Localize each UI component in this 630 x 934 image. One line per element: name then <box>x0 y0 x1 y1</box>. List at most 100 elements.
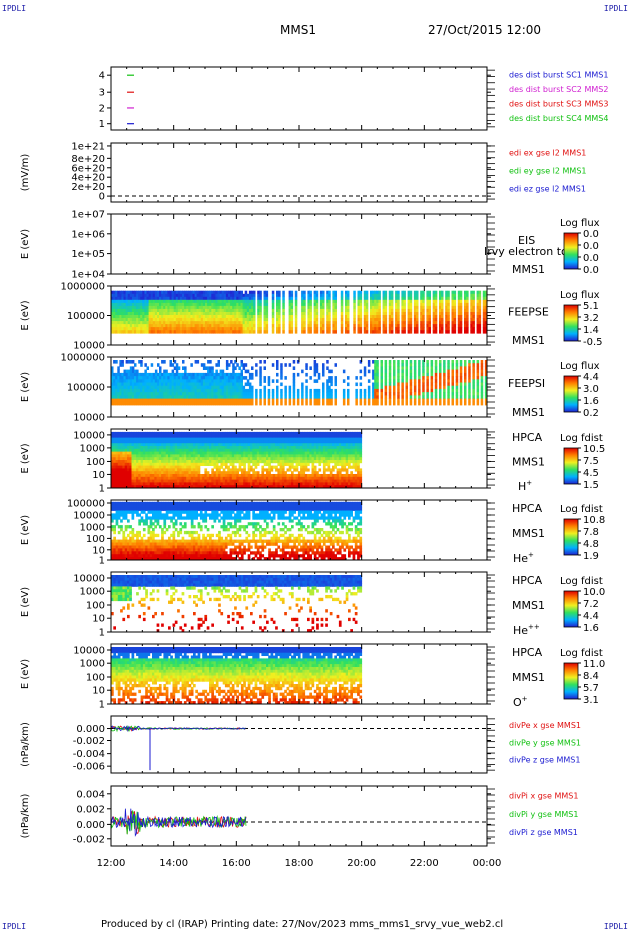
y-tick-label: 10 <box>92 614 105 625</box>
y-tick-label: 100 <box>86 534 105 545</box>
species-label: He+ <box>513 551 534 565</box>
y-tick-label: 10000 <box>73 511 105 522</box>
y-axis-label: E (eV) <box>20 443 31 473</box>
y-tick-label: -0.004 <box>73 749 105 760</box>
datetime-title: 27/Oct/2015 12:00 <box>428 23 542 37</box>
y-tick-label: 100000 <box>67 499 105 510</box>
y-tick-label: 1e+05 <box>71 249 105 260</box>
x-tick-label: 14:00 <box>159 858 188 869</box>
colorbar-tick-label: 10.8 <box>583 515 605 526</box>
y-tick-label: -0.002 <box>73 736 105 747</box>
panel-feepse: 1000000 100000 10000 E (eV) FEEPSE MMS1 Log fl… <box>20 282 603 352</box>
colorbar-title: Log fdist <box>560 433 603 444</box>
series-line <box>110 808 247 837</box>
footer-credit: Produced by cl (IRAP) Printing date: 27/… <box>101 919 504 930</box>
y-tick-label: 1 <box>99 628 105 639</box>
y-tick-label: 1000 <box>80 587 105 598</box>
panel-frame <box>110 715 488 774</box>
colorbar-tick-label: 0.0 <box>583 265 599 276</box>
y-axis-label: E (eV) <box>20 587 31 617</box>
species-label: Irvy electron to <box>484 245 568 258</box>
x-tick-label: 12:00 <box>97 858 126 869</box>
y-tick-label: -0.006 <box>73 762 105 773</box>
y-axis-label: (nPa/km) <box>20 722 31 767</box>
panel-frame <box>110 213 488 275</box>
colorbar <box>563 518 579 556</box>
panel-divpi: 0.004 0.002 0.000 -0.002 (nPa/km) divPi x gse… <box>20 785 578 847</box>
y-tick-label: 1000000 <box>60 353 105 364</box>
species-label: H+ <box>518 479 532 493</box>
y-tick-label: 10000 <box>73 430 105 441</box>
y-tick-label: 100 <box>86 457 105 468</box>
colorbar-tick-label: -0.5 <box>583 337 603 348</box>
colorbar <box>563 590 579 628</box>
colorbar-tick-label: 7.8 <box>583 527 599 538</box>
y-tick-label: 10000 <box>73 413 105 424</box>
panel-hpca_o: 10000 1000 100 10 1 E (eV) HPCA MMS1 O+ Log fdist… <box>20 643 605 711</box>
y-axis-label: E (eV) <box>20 372 31 402</box>
y-tick-label: 100000 <box>67 311 105 322</box>
legend-entry: divPi y gse MMS1 <box>509 810 578 819</box>
spacecraft-label: MMS1 <box>512 527 545 540</box>
y-tick-label: 10 <box>92 686 105 697</box>
colorbar-tick-label: 7.2 <box>583 599 599 610</box>
colorbar-tick-label: 4.4 <box>583 372 599 383</box>
x-tick-label: 18:00 <box>285 858 314 869</box>
y-tick-label: 1 <box>99 119 105 130</box>
legend-entry: divPe y gse MMS1 <box>509 738 581 747</box>
y-tick-label: 1 <box>99 484 105 495</box>
colorbar-tick-label: 0.0 <box>583 229 599 240</box>
spacecraft-label: MMS1 <box>512 263 545 276</box>
colorbar <box>563 375 579 413</box>
instrument-label: EIS <box>518 234 535 247</box>
x-tick-label: 16:00 <box>222 858 251 869</box>
x-tick-label: 00:00 <box>473 858 502 869</box>
corner-label-bottom-left: IPDLI <box>2 922 27 931</box>
y-axis-label: E (eV) <box>20 659 31 689</box>
colorbar-tick-label: 1.4 <box>583 325 599 336</box>
colorbar-tick-label: 5.7 <box>583 683 599 694</box>
y-tick-label: 1e+06 <box>71 229 105 240</box>
y-tick-label: 10 <box>92 470 105 481</box>
y-tick-label: -0.002 <box>73 834 105 845</box>
colorbar <box>563 232 579 270</box>
y-tick-label: 0.002 <box>76 804 105 815</box>
panel-frame <box>110 142 488 203</box>
colorbar <box>563 304 579 342</box>
colorbar-title: Log flux <box>560 218 600 229</box>
species-label: O+ <box>513 695 528 709</box>
instrument-label: HPCA <box>512 646 543 659</box>
colorbar-tick-label: 4.8 <box>583 539 599 550</box>
y-tick-label: 10000 <box>73 574 105 585</box>
colorbar-tick-label: 5.1 <box>583 301 599 312</box>
x-tick-label: 20:00 <box>347 858 376 869</box>
y-tick-label: 1000 <box>80 523 105 534</box>
spacecraft-label: MMS1 <box>512 334 545 347</box>
y-tick-label: 1 <box>99 700 105 711</box>
panel-feepsi: 1000000 100000 10000 E (eV) FEEPSI MMS1 Log fl… <box>20 353 600 424</box>
y-tick-label: 2e+20 <box>71 182 105 193</box>
colorbar-tick-label: 10.5 <box>583 444 605 455</box>
y-tick-label: 1000 <box>80 659 105 670</box>
y-tick-label: 1e+21 <box>71 141 105 152</box>
mission-title: MMS1 <box>280 23 316 37</box>
y-tick-label: 4e+20 <box>71 173 105 184</box>
y-tick-label: 2 <box>99 103 105 114</box>
species-label: He++ <box>513 623 540 637</box>
colorbar-tick-label: 1.9 <box>583 551 599 562</box>
y-tick-label: 1 <box>99 556 105 567</box>
colorbar-tick-label: 3.1 <box>583 695 599 706</box>
instrument-label: FEEPSI <box>508 377 545 390</box>
spacecraft-label: MMS1 <box>512 406 545 419</box>
legend-entry: divPi z gse MMS1 <box>509 828 578 837</box>
instrument-label: HPCA <box>512 431 543 444</box>
series-line <box>110 810 247 835</box>
colorbar-tick-label: 1.5 <box>583 480 599 491</box>
y-axis-label: (mV/m) <box>20 154 31 192</box>
legend-entry: divPe z gse MMS1 <box>509 756 580 765</box>
y-tick-label: 6e+20 <box>71 163 105 174</box>
y-axis-label: E (eV) <box>20 515 31 545</box>
colorbar-tick-label: 0.2 <box>583 408 599 419</box>
